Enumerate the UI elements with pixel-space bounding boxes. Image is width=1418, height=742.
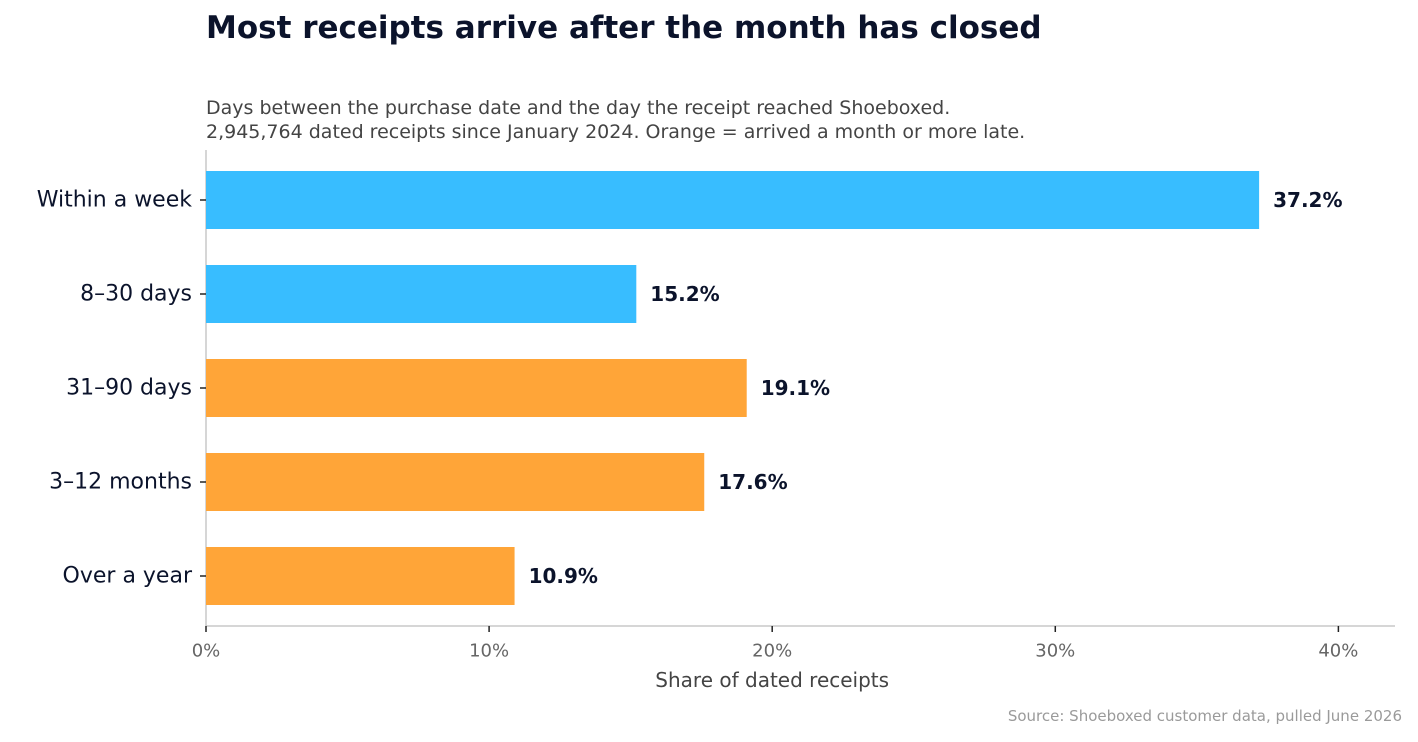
x-tick-label-3: 30% (1035, 641, 1075, 662)
value-label-0: 37.2% (1273, 188, 1342, 212)
chart-subtitle: Days between the purchase date and the d… (206, 96, 1025, 144)
category-label-1: 8–30 days (80, 282, 192, 307)
x-tick-label-2: 20% (752, 641, 792, 662)
category-label-4: Over a year (63, 564, 193, 589)
category-label-3: 3–12 months (49, 470, 192, 495)
x-tick-label-4: 40% (1318, 641, 1358, 662)
value-label-1: 15.2% (650, 282, 719, 306)
bar-2 (206, 359, 747, 417)
bar-3 (206, 453, 705, 511)
chart-title: Most receipts arrive after the month has… (206, 10, 1042, 46)
x-tick-label-1: 10% (469, 641, 509, 662)
bar-0 (206, 171, 1260, 229)
bar-4 (206, 547, 515, 605)
x-tick-label-0: 0% (192, 641, 221, 662)
category-label-0: Within a week (37, 188, 193, 213)
value-label-4: 10.9% (529, 564, 598, 588)
source-note: Source: Shoeboxed customer data, pulled … (1007, 707, 1402, 725)
category-label-2: 31–90 days (66, 376, 192, 401)
value-label-3: 17.6% (718, 470, 787, 494)
value-label-2: 19.1% (761, 376, 830, 400)
subtitle-line-1: Days between the purchase date and the d… (206, 97, 951, 119)
bar-1 (206, 265, 637, 323)
subtitle-line-2: 2,945,764 dated receipts since January 2… (206, 121, 1026, 143)
x-axis-title: Share of dated receipts (655, 668, 889, 692)
